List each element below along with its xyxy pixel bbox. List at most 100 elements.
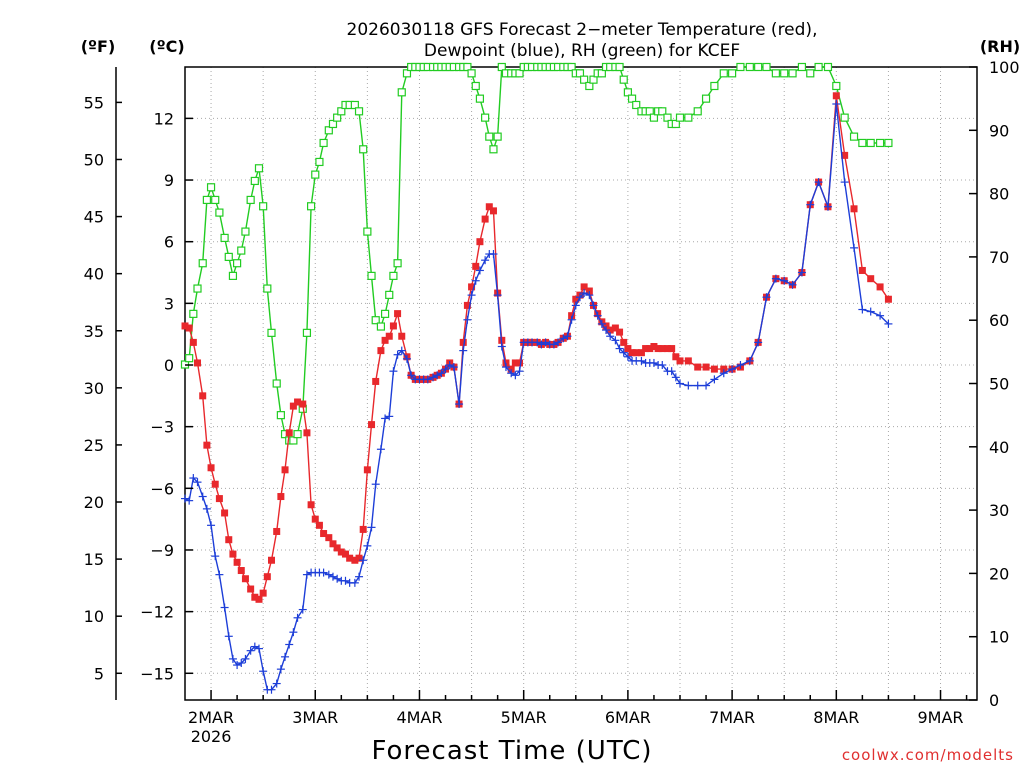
dewpoint-point xyxy=(233,661,242,670)
rh-point xyxy=(515,69,524,78)
dewpoint-point xyxy=(389,367,398,376)
dewpoint-point xyxy=(228,654,237,663)
dewpoint-point xyxy=(771,274,780,283)
dewpoint-point xyxy=(202,504,211,513)
temperature-point xyxy=(858,266,866,274)
rh-point xyxy=(684,113,693,122)
rh-point xyxy=(875,138,885,148)
temperature-point xyxy=(511,359,519,367)
temperature-point xyxy=(341,550,349,558)
chart-title-line-1: 2026030118 GFS Forecast 2−meter Temperat… xyxy=(347,20,818,40)
rh-point xyxy=(771,69,780,78)
temperature-point xyxy=(189,338,197,346)
dewpoint-point xyxy=(285,640,294,649)
dewpoint-point xyxy=(754,338,763,347)
rh-point xyxy=(849,132,859,141)
x-tick-label: 4MAR xyxy=(396,708,442,727)
temperature-point xyxy=(381,336,389,344)
temperature-point xyxy=(259,589,267,597)
rh-tick-label: 90 xyxy=(989,121,1009,140)
dewpoint-point xyxy=(515,367,524,376)
rh-point xyxy=(663,113,672,122)
rh-tick-label: 10 xyxy=(989,628,1009,647)
rh-point xyxy=(337,107,346,116)
x-tick-label: 6MAR xyxy=(605,708,651,727)
temperature-point xyxy=(359,525,367,533)
temperature-point xyxy=(294,398,302,406)
dewpoint-point xyxy=(623,352,632,361)
temperature-point xyxy=(668,345,676,353)
dewpoint-point xyxy=(246,646,255,655)
temperature-point xyxy=(351,556,359,564)
temperature-point xyxy=(489,207,497,215)
dewpoint-point xyxy=(493,291,502,300)
rh-point xyxy=(363,227,372,236)
temperature-point xyxy=(247,585,255,593)
temperature-point xyxy=(624,345,632,353)
rh-point xyxy=(728,69,737,78)
dewpoint-point xyxy=(441,365,450,374)
dewpoint-point xyxy=(501,363,510,372)
temperature-point xyxy=(273,527,281,535)
dewpoint-point xyxy=(423,375,432,384)
rh-tick-label: 60 xyxy=(989,311,1009,330)
dewpoint-point xyxy=(276,665,285,674)
rh-point xyxy=(485,132,494,141)
temperature-point xyxy=(215,495,223,503)
dewpoint-point xyxy=(745,356,754,365)
x-tick-label: 8MAR xyxy=(813,708,859,727)
dewpoint-point xyxy=(281,652,290,661)
dewpoint-point xyxy=(319,568,328,577)
dewpoint-point xyxy=(193,478,202,487)
temperature-point xyxy=(221,509,229,517)
dewpoint-point xyxy=(728,365,737,374)
temperature-point xyxy=(255,595,263,603)
rh-point xyxy=(671,119,680,129)
axis-ticks: 129630−3−6−9−12−155550454035302520151051… xyxy=(84,58,1020,746)
x-tick-label: 5MAR xyxy=(501,708,547,727)
dewpoint-point xyxy=(463,315,472,324)
temperature-point xyxy=(620,338,628,346)
dewpoint-point xyxy=(806,200,815,209)
dewpoint-point xyxy=(328,572,337,581)
temperature-point xyxy=(658,345,666,353)
celsius-tick-label: −3 xyxy=(150,418,174,437)
celsius-tick-label: −12 xyxy=(140,603,174,622)
rh-point xyxy=(780,69,789,78)
rh-unit-label: (RH) xyxy=(980,37,1020,56)
dewpoint-point xyxy=(797,268,806,277)
dewpoint-point xyxy=(449,363,458,372)
rh-point xyxy=(493,132,502,141)
fahrenheit-tick-label: 10 xyxy=(84,607,104,626)
temperature-point xyxy=(398,332,406,340)
rh-point xyxy=(745,62,754,72)
temperature-point xyxy=(832,92,840,100)
dewpoint-point xyxy=(667,367,676,376)
dewpoint-point xyxy=(363,541,372,550)
temperature-point xyxy=(207,464,215,472)
dewpoint-point xyxy=(367,523,376,532)
temperature-point xyxy=(229,550,237,558)
dewpoint-point xyxy=(393,350,402,359)
rh-point xyxy=(224,252,233,261)
rh-point xyxy=(645,107,654,116)
credit-text: coolwx.com/modelts xyxy=(842,746,1014,764)
temperature-point xyxy=(684,357,692,365)
dewpoint-point xyxy=(507,369,516,378)
dewpoint-point xyxy=(580,289,589,298)
dewpoint-point xyxy=(615,344,624,353)
rh-point xyxy=(220,233,229,243)
rh-point xyxy=(376,322,386,331)
dewpoint-point xyxy=(533,338,542,347)
x-tick-label: 2MAR xyxy=(188,708,234,727)
rh-point xyxy=(202,195,211,205)
fahrenheit-tick-label: 35 xyxy=(84,322,104,341)
temperature-point xyxy=(185,324,193,332)
temperature-point xyxy=(502,359,510,367)
temperature-point xyxy=(676,357,684,365)
rh-point xyxy=(797,62,807,72)
grid xyxy=(185,67,977,700)
dewpoint-point xyxy=(567,315,576,324)
dewpoint-point xyxy=(298,605,307,614)
temperature-point xyxy=(355,554,363,562)
